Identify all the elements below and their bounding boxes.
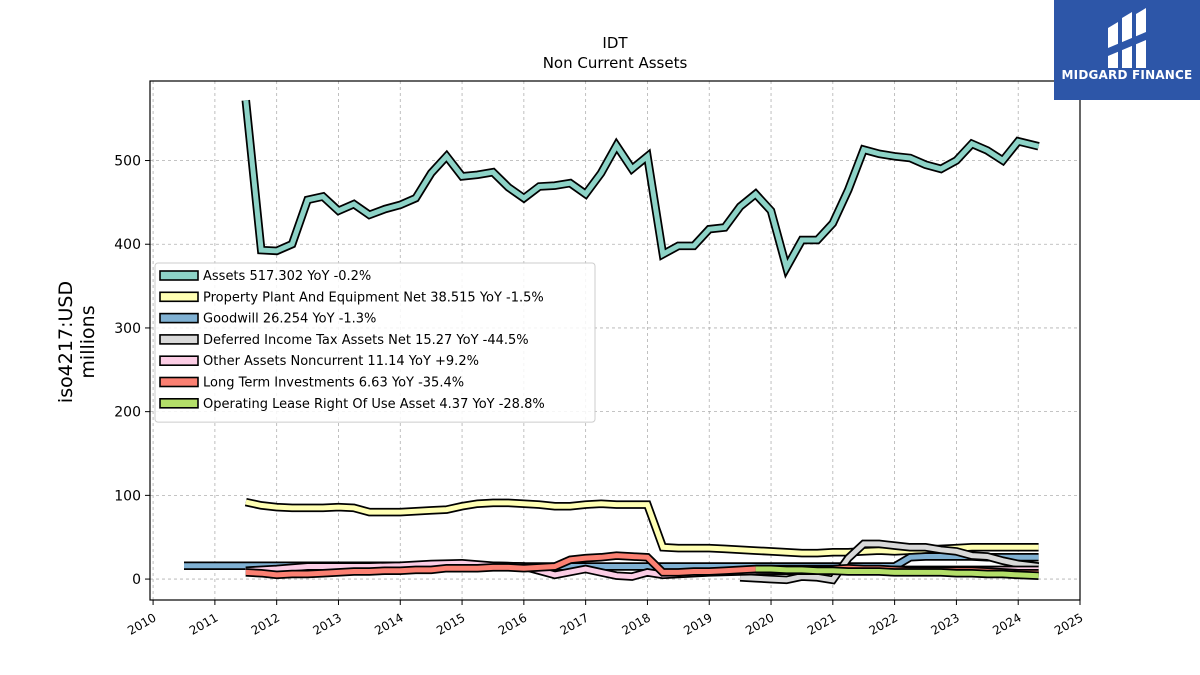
x-tick-label: 2013: [311, 610, 344, 637]
legend: Assets 517.302 YoY -0.2% Property Plant A…: [154, 262, 596, 423]
legend-swatch: [159, 312, 199, 324]
series-line: [245, 499, 1039, 556]
legend-entry: Other Assets Noncurrent 11.14 YoY +9.2%: [203, 354, 479, 369]
y-axis-label-scale: millions: [77, 305, 99, 378]
x-tick-label: 2018: [619, 610, 652, 637]
legend-entry: Assets 517.302 YoY -0.2%: [203, 269, 371, 284]
midgard-logo-icon: [1108, 8, 1146, 68]
series-assets: [241, 99, 1040, 279]
legend-entry: Operating Lease Right Of Use Asset 4.37 …: [203, 397, 545, 412]
plot-frame: [149, 80, 1081, 601]
x-tick-label: 2017: [558, 610, 591, 637]
y-axis-label-units: iso4217:USD: [55, 281, 77, 403]
x-tick-label: 2010: [125, 610, 158, 637]
y-tick-label: 0: [132, 572, 141, 588]
chart-subtitle: Non Current Assets: [543, 54, 688, 72]
legend-entry: Goodwill 26.254 YoY -1.3%: [203, 312, 376, 327]
legend-swatch: [159, 397, 199, 409]
legend-swatch: [159, 355, 199, 367]
x-tick-label: 2022: [867, 610, 900, 637]
series-property-plant-and-equipment-net: [244, 497, 1039, 558]
y-tick-label: 400: [114, 237, 141, 253]
series-line-outline: [241, 99, 1040, 279]
x-tick-label: 2023: [928, 610, 961, 637]
y-tick-label: 300: [114, 321, 141, 337]
series-line: [755, 566, 1039, 579]
series-layer: [184, 99, 1040, 585]
brand-logo: MIDGARD FINANCE: [1054, 0, 1200, 100]
grid: [150, 81, 1081, 600]
series-operating-lease-right-of-use-asset: [755, 564, 1039, 580]
legend-swatch: [159, 291, 199, 303]
chart-title: IDT: [602, 34, 628, 52]
x-tick-label: 2015: [434, 610, 467, 637]
legend-entry: Long Term Investments 6.63 YoY -35.4%: [203, 376, 464, 391]
series-line: [739, 541, 1039, 583]
brand-name: MIDGARD FINANCE: [1061, 68, 1193, 82]
x-tick-label: 2025: [1052, 610, 1085, 637]
legend-entry: Property Plant And Equipment Net 38.515 …: [203, 290, 544, 305]
legend-entry: Deferred Income Tax Assets Net 15.27 YoY…: [203, 333, 529, 348]
legend-box: [154, 262, 596, 423]
x-tick-label: 2012: [249, 610, 282, 637]
x-tick-label: 2014: [372, 610, 405, 637]
legend-swatch: [159, 376, 199, 388]
y-tick-label: 200: [114, 405, 141, 421]
y-tick-label: 100: [114, 488, 141, 504]
x-tick-label: 2021: [805, 610, 838, 637]
series-deferred-income-tax-assets-net: [739, 539, 1040, 585]
x-tick-label: 2011: [187, 610, 220, 637]
legend-swatch: [159, 334, 199, 345]
y-tick-label: 500: [114, 154, 141, 170]
x-tick-label: 2020: [743, 610, 776, 637]
x-tick-label: 2016: [496, 610, 529, 637]
series-line: [243, 100, 1040, 275]
x-tick-label: 2019: [681, 610, 714, 637]
x-tick-label: 2024: [990, 610, 1023, 637]
legend-swatch: [159, 270, 199, 281]
